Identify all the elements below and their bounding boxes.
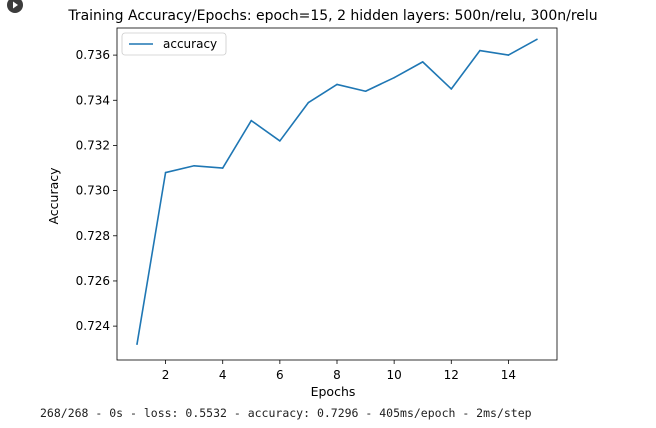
plot-area: 2 4 6 8 10 12 14 0.724 0.726 0.728 0.730 0.732 0.734… bbox=[76, 27, 558, 382]
y-axis-label: Accuracy bbox=[46, 167, 61, 225]
data-point bbox=[393, 76, 395, 79]
y-tick-label: 0.734 bbox=[76, 93, 110, 107]
cell-output-log: 268/268 - 0s - loss: 0.5532 - accuracy: … bbox=[40, 406, 532, 420]
y-tick-label: 0.730 bbox=[76, 184, 110, 198]
y-tick-label: 0.728 bbox=[76, 229, 110, 243]
y-tick-label: 0.732 bbox=[76, 138, 110, 152]
data-point bbox=[221, 167, 224, 169]
data-point bbox=[364, 90, 367, 93]
x-tick-label: 4 bbox=[219, 368, 227, 382]
axes-frame bbox=[116, 27, 558, 361]
data-point bbox=[279, 140, 281, 142]
data-point bbox=[450, 88, 453, 90]
data-point bbox=[507, 54, 510, 56]
x-tick-label: 12 bbox=[444, 368, 459, 382]
x-tick-label: 8 bbox=[333, 368, 341, 382]
y-tick-label: 0.724 bbox=[76, 319, 110, 333]
x-tick-label: 2 bbox=[162, 368, 170, 382]
data-point bbox=[307, 101, 310, 104]
data-point bbox=[421, 61, 424, 63]
accuracy-line-chart: Training Accuracy/Epochs: epoch=15, 2 hi… bbox=[46, 8, 598, 399]
x-tick-label: 6 bbox=[276, 368, 284, 382]
x-axis-label: Epochs bbox=[311, 384, 356, 399]
data-point bbox=[193, 164, 195, 167]
data-point bbox=[479, 49, 481, 52]
x-tick-label: 14 bbox=[501, 368, 516, 382]
x-tick-label: 10 bbox=[387, 368, 402, 382]
y-tick-label: 0.726 bbox=[76, 274, 110, 288]
y-tick-label: 0.736 bbox=[76, 48, 110, 62]
legend-label: accuracy bbox=[163, 37, 217, 51]
data-point bbox=[250, 119, 253, 122]
data-point bbox=[136, 343, 138, 345]
data-point bbox=[336, 83, 338, 86]
legend-box bbox=[121, 32, 227, 56]
run-cell-icon[interactable] bbox=[7, 0, 23, 16]
data-point bbox=[164, 171, 167, 174]
data-point bbox=[536, 38, 538, 41]
chart-title: Training Accuracy/Epochs: epoch=15, 2 hi… bbox=[67, 8, 597, 24]
